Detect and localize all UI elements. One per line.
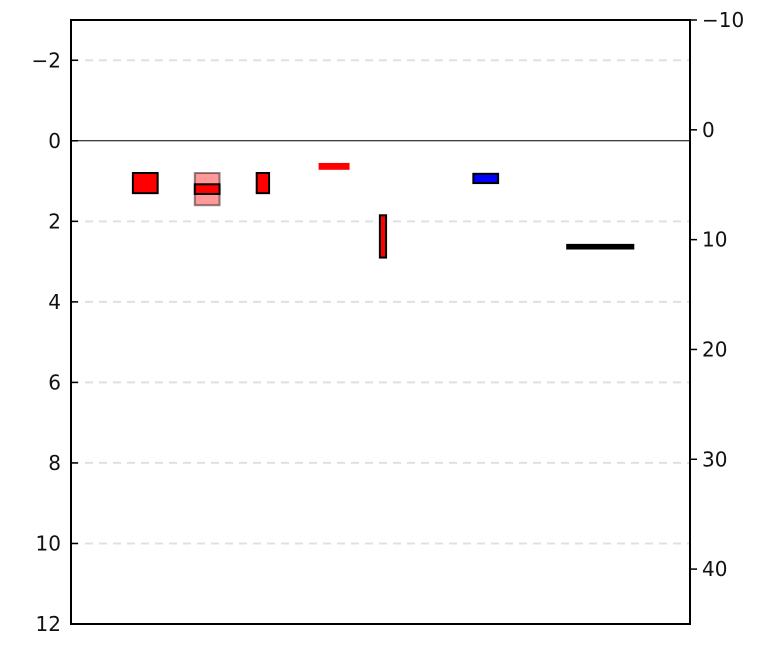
right-y-axis: −10 0 10 20 30 40 xyxy=(690,8,744,581)
left-tick-label: 0 xyxy=(48,129,61,153)
right-tick-label: 30 xyxy=(702,447,727,471)
left-tick-label: 4 xyxy=(48,290,61,314)
data-box xyxy=(318,162,350,170)
right-tick-label: −10 xyxy=(702,8,744,32)
grid-lines xyxy=(71,59,690,545)
data-box xyxy=(378,214,388,259)
left-tick-label: 2 xyxy=(48,209,61,233)
left-tick-label: 10 xyxy=(36,531,61,555)
data-box xyxy=(472,172,500,185)
plot-frame xyxy=(70,19,691,625)
data-box xyxy=(566,243,635,250)
right-tick-label: 0 xyxy=(702,118,715,142)
right-tick-label: 40 xyxy=(702,557,727,581)
left-tick-label: −2 xyxy=(32,48,61,72)
left-tick-label: 6 xyxy=(48,370,61,394)
left-y-axis: −2 0 2 4 6 8 10 12 xyxy=(32,48,78,636)
data-boxes xyxy=(131,162,635,259)
left-tick-label: 8 xyxy=(48,451,61,475)
right-tick-label: 20 xyxy=(702,337,727,361)
data-box xyxy=(255,172,271,195)
right-tick-label: 10 xyxy=(702,228,727,252)
left-tick-label: 12 xyxy=(36,612,61,636)
data-box xyxy=(131,172,159,195)
data-box xyxy=(193,183,221,195)
